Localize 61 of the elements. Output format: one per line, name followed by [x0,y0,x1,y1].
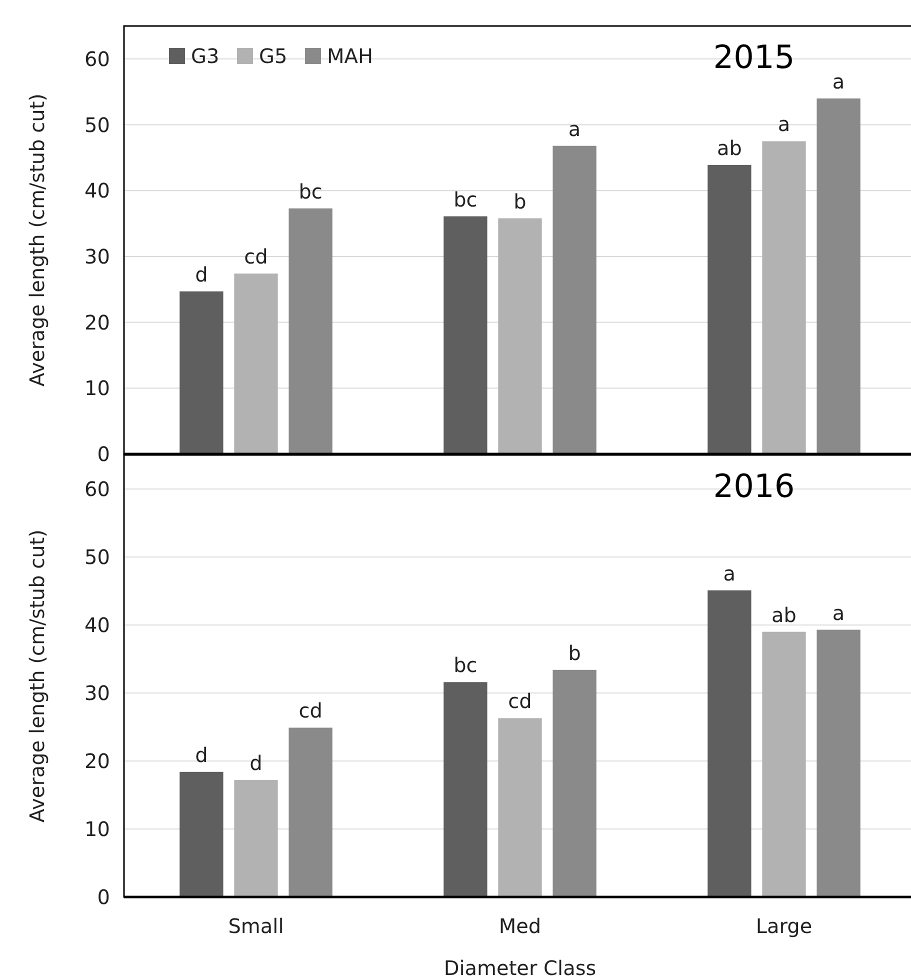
y-tick-label: 20 [84,310,110,334]
data-label: d [195,742,208,767]
data-label: a [832,69,845,94]
bar [288,728,332,897]
chart-title: 2015 [713,38,795,76]
y-tick-label: 40 [84,613,110,637]
legend-label: G3 [191,44,220,68]
chart-title: 2016 [713,467,795,505]
bar [552,670,596,897]
bar [708,164,752,454]
data-label: bc [298,179,322,204]
data-label: a [832,600,845,625]
x-tick-label: Small [228,914,284,938]
data-label: cd [244,244,268,269]
data-label: d [195,262,208,286]
bar [180,291,224,454]
bar [816,98,860,454]
x-tick-label: Large [756,914,812,938]
bar [816,630,860,897]
y-tick-label: 0 [97,442,110,466]
y-tick-label: 50 [84,545,110,569]
y-tick-label: 30 [84,244,110,268]
y-tick-label: 40 [84,178,110,203]
x-axis-title: Diameter Class [444,956,596,979]
bar [552,146,596,454]
bar [234,274,278,454]
legend-label: MAH [327,44,373,68]
data-label: cd [298,698,322,723]
data-label: ab [716,136,742,160]
data-label: a [778,112,790,136]
data-label: b [568,640,581,665]
y-tick-label: 60 [84,477,110,501]
bar [444,216,488,454]
bar [288,208,332,454]
data-label: bc [454,653,478,678]
data-label: b [514,189,526,214]
y-tick-label: 10 [84,817,110,841]
data-label: bc [454,187,478,212]
bar [708,590,752,897]
y-tick-label: 0 [97,885,110,909]
y-axis-title: Average length (cm/stub cut) [25,530,49,822]
data-label: a [723,561,736,586]
data-label: a [568,116,581,141]
bar [444,682,488,897]
legend-label: G5 [259,44,288,68]
bar [762,141,806,454]
y-tick-label: 60 [84,46,110,71]
y-tick-label: 30 [84,681,110,705]
y-tick-label: 50 [84,112,110,137]
data-label: d [250,751,262,776]
bar [180,772,224,897]
y-tick-label: 10 [84,376,110,400]
bar [498,718,542,897]
data-label: ab [772,602,796,627]
bar [762,632,806,897]
y-tick-label: 20 [84,749,110,773]
bar [498,218,542,454]
y-axis-title: Average length (cm/stub cut) [25,94,49,386]
data-label: cd [508,689,532,714]
x-tick-label: Med [498,914,542,938]
bar [234,780,278,897]
